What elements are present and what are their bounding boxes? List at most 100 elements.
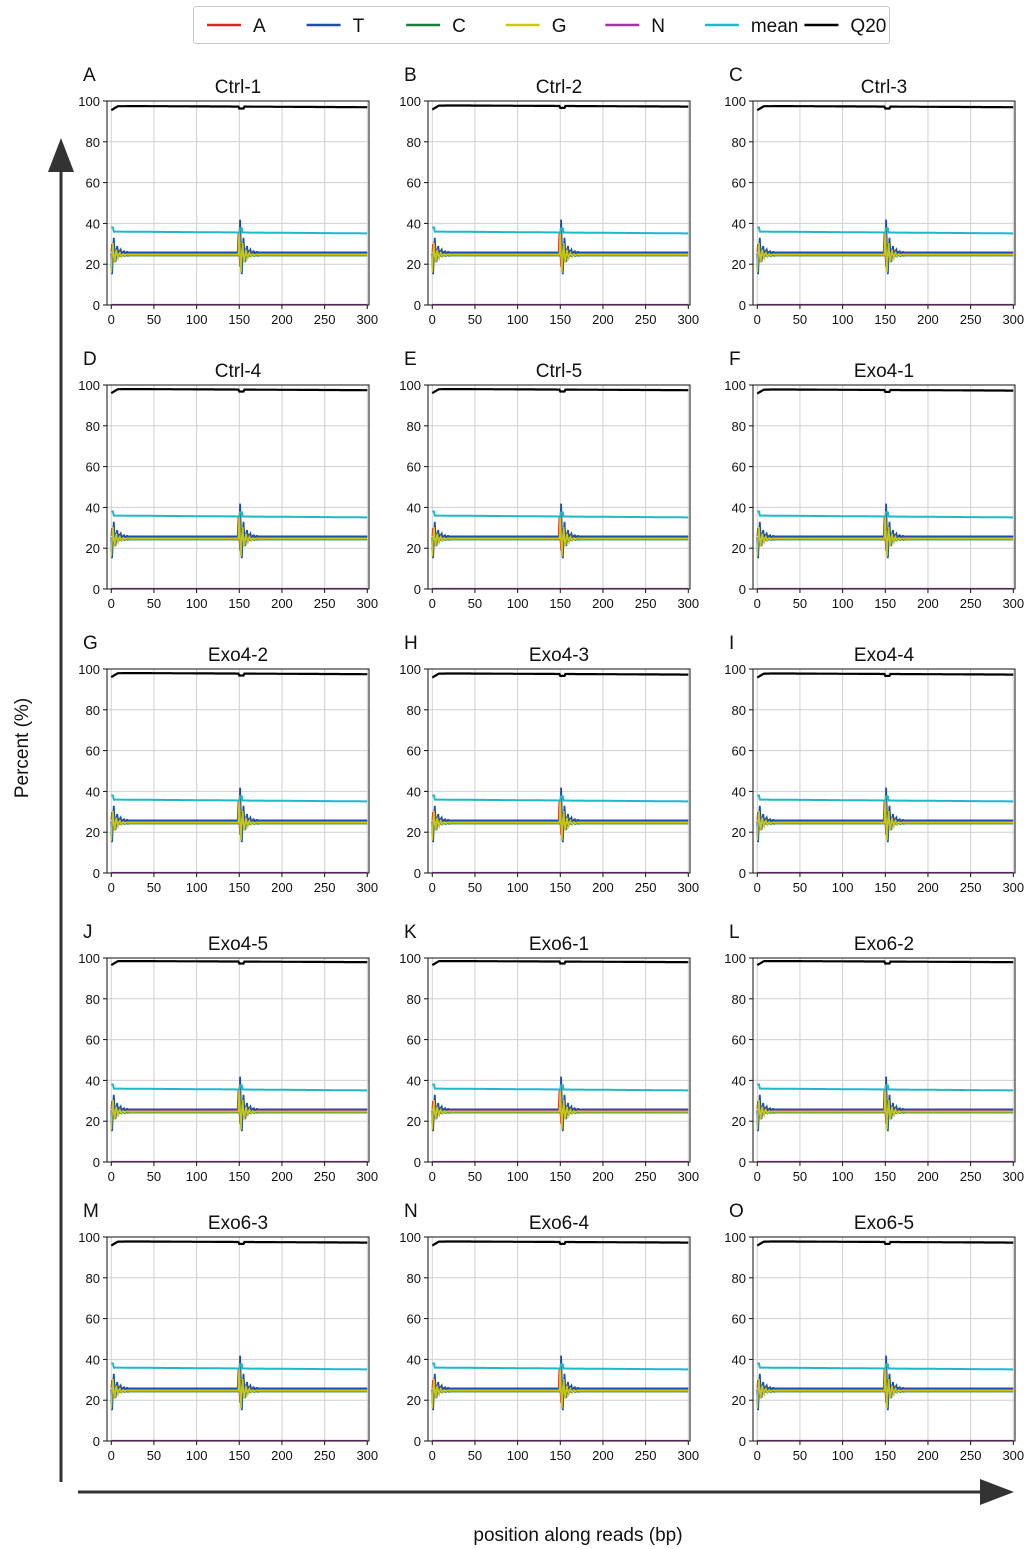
y-tick-label: 60	[407, 1033, 421, 1048]
y-tick-label: 20	[86, 541, 100, 556]
y-tick-label: 20	[407, 1114, 421, 1129]
panel-K: 0 50 100 150 200 250 300 0 20 40 60 80 100 K Exo6-1	[399, 922, 699, 1184]
y-tick-label: 20	[407, 541, 421, 556]
x-tick-label: 300	[1002, 1448, 1024, 1463]
y-tick-label: 0	[739, 866, 746, 881]
x-tick-label: 150	[549, 1448, 571, 1463]
x-tick-label: 300	[677, 596, 699, 611]
x-tick-label: 0	[754, 1448, 761, 1463]
y-tick-label: 80	[732, 703, 746, 718]
y-tick-label: 60	[407, 744, 421, 759]
x-tick-label: 200	[271, 312, 293, 327]
y-tick-label: 80	[732, 419, 746, 434]
x-tick-label: 250	[314, 596, 336, 611]
x-tick-label: 0	[108, 1448, 115, 1463]
y-tick-label: 0	[414, 1434, 421, 1449]
series-mean	[432, 1362, 689, 1371]
x-tick-label: 150	[549, 312, 571, 327]
x-tick-label: 150	[874, 1448, 896, 1463]
y-tick-label: 80	[407, 992, 421, 1007]
plot-frame	[752, 384, 1016, 590]
y-tick-label: 20	[86, 825, 100, 840]
y-tick-label: 0	[739, 582, 746, 597]
x-tick-label: 50	[468, 596, 482, 611]
panel-G: 0 50 100 150 200 250 300 0 20 40 60 80 100 G Exo4-2	[78, 633, 378, 895]
y-tick-label: 100	[724, 951, 746, 966]
legend-label-C: C	[452, 16, 466, 37]
series-mean	[757, 510, 1014, 519]
panel-title: Ctrl-3	[861, 77, 907, 98]
y-tick-label: 100	[399, 662, 421, 677]
x-tick-label: 300	[356, 1169, 378, 1184]
y-tick-label: 40	[86, 1073, 100, 1088]
y-tick-label: 40	[407, 216, 421, 231]
x-tick-label: 100	[507, 312, 529, 327]
y-tick-label: 60	[732, 1033, 746, 1048]
y-tick-label: 80	[86, 992, 100, 1007]
y-tick-label: 80	[86, 419, 100, 434]
x-tick-label: 150	[228, 596, 250, 611]
x-tick-label: 250	[635, 1448, 657, 1463]
x-tick-label: 0	[754, 880, 761, 895]
x-tick-label: 50	[468, 880, 482, 895]
x-tick-label: 150	[874, 312, 896, 327]
plot-frame	[106, 957, 370, 1163]
x-tick-label: 50	[793, 1169, 807, 1184]
series-mean	[432, 1083, 689, 1092]
series-mean	[757, 1362, 1014, 1371]
x-axis-label: position along reads (bp)	[473, 1525, 682, 1546]
panel-letter: F	[729, 349, 741, 370]
x-tick-label: 50	[147, 596, 161, 611]
x-tick-label: 0	[429, 1169, 436, 1184]
y-tick-label: 0	[414, 1155, 421, 1170]
x-tick-label: 200	[592, 880, 614, 895]
x-tick-label: 200	[592, 1169, 614, 1184]
y-axis-label: Percent (%)	[12, 698, 33, 798]
y-tick-label: 80	[407, 703, 421, 718]
x-tick-label: 100	[507, 880, 529, 895]
y-tick-label: 20	[86, 1114, 100, 1129]
x-tick-label: 0	[108, 312, 115, 327]
y-tick-label: 40	[86, 784, 100, 799]
panel-title: Exo6-4	[529, 1213, 590, 1234]
x-tick-label: 50	[147, 880, 161, 895]
series-mean	[111, 226, 368, 235]
x-tick-label: 250	[960, 312, 982, 327]
y-tick-label: 40	[732, 500, 746, 515]
y-tick-label: 80	[407, 419, 421, 434]
panel-letter: I	[729, 633, 734, 654]
panel-letter: M	[83, 1201, 99, 1222]
x-tick-label: 300	[1002, 312, 1024, 327]
y-tick-label: 100	[399, 94, 421, 109]
series-Q20	[756, 672, 1014, 679]
panel-O: 0 50 100 150 200 250 300 0 20 40 60 80 100 O Exo6-5	[724, 1201, 1024, 1463]
plot-frame	[106, 100, 370, 306]
panel-title: Ctrl-1	[215, 77, 261, 98]
x-tick-label: 300	[677, 880, 699, 895]
y-tick-label: 100	[724, 94, 746, 109]
y-tick-label: 20	[86, 257, 100, 272]
x-tick-label: 250	[635, 1169, 657, 1184]
y-tick-label: 100	[724, 1230, 746, 1245]
panel-title: Ctrl-2	[536, 77, 582, 98]
y-tick-label: 60	[86, 460, 100, 475]
x-tick-label: 300	[1002, 880, 1024, 895]
y-tick-label: 60	[732, 1312, 746, 1327]
panel-letter: B	[404, 65, 417, 86]
series-Q20	[431, 959, 689, 967]
x-tick-label: 50	[468, 312, 482, 327]
series-mean	[757, 226, 1014, 235]
plot-frame	[427, 957, 691, 1163]
panel-title: Exo4-1	[854, 361, 914, 382]
panel-letter: K	[404, 922, 417, 943]
x-tick-label: 300	[356, 596, 378, 611]
y-tick-label: 0	[93, 1434, 100, 1449]
plot-frame	[427, 384, 691, 590]
x-tick-label: 100	[507, 596, 529, 611]
panel-letter: D	[83, 349, 97, 370]
y-arrow-head	[48, 138, 74, 172]
x-tick-label: 50	[793, 1448, 807, 1463]
x-tick-label: 0	[108, 1169, 115, 1184]
x-tick-label: 0	[429, 596, 436, 611]
